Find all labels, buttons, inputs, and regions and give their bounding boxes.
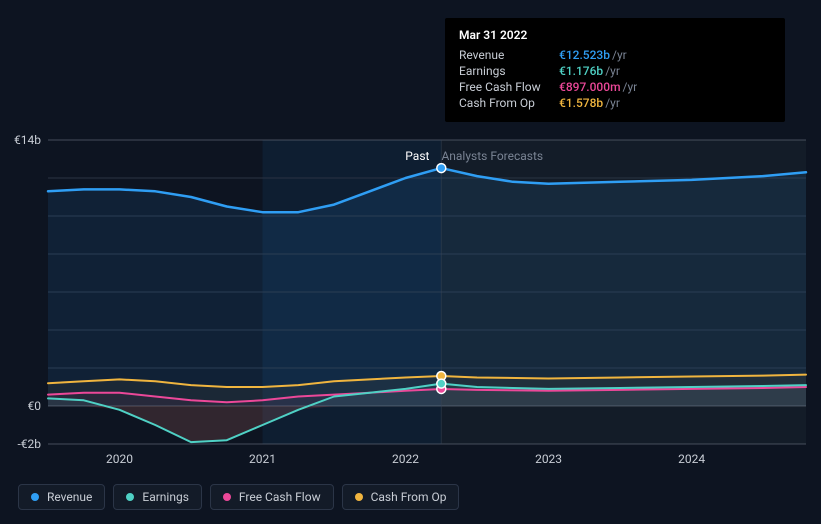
tooltip-row: Revenue€12.523b /yr	[459, 48, 771, 62]
tooltip-date: Mar 31 2022	[459, 28, 771, 42]
split-labels: Past Analysts Forecasts	[405, 149, 543, 163]
x-tick-label: 2023	[535, 452, 562, 466]
chart-tooltip: Mar 31 2022 Revenue€12.523b /yrEarnings€…	[445, 18, 785, 122]
x-tick-label: 2022	[392, 452, 419, 466]
tooltip-row-unit: /yr	[605, 96, 620, 110]
legend-item-cfo[interactable]: Cash From Op	[342, 484, 460, 510]
x-tick-label: 2024	[678, 452, 705, 466]
tooltip-row-label: Cash From Op	[459, 96, 559, 110]
legend-label: Free Cash Flow	[239, 490, 321, 504]
x-tick-label: 2020	[106, 452, 133, 466]
tooltip-row-unit: /yr	[605, 64, 620, 78]
legend-label: Cash From Op	[371, 490, 447, 504]
y-tick-label: €14b	[14, 133, 41, 147]
legend-swatch	[355, 493, 363, 501]
legend-item-revenue[interactable]: Revenue	[18, 484, 105, 510]
tooltip-row-value: €897.000m	[559, 80, 621, 94]
legend: Revenue Earnings Free Cash Flow Cash From O…	[18, 484, 459, 510]
legend-label: Revenue	[47, 490, 92, 504]
tooltip-row-label: Free Cash Flow	[459, 80, 559, 94]
tooltip-row-value: €1.176b	[559, 64, 603, 78]
tooltip-row-label: Earnings	[459, 64, 559, 78]
tooltip-row-unit: /yr	[612, 48, 627, 62]
tooltip-row: Cash From Op€1.578b /yr	[459, 96, 771, 110]
legend-item-fcf[interactable]: Free Cash Flow	[210, 484, 334, 510]
legend-swatch	[223, 493, 231, 501]
label-past: Past	[405, 149, 429, 163]
legend-item-earnings[interactable]: Earnings	[113, 484, 202, 510]
label-forecast: Analysts Forecasts	[441, 149, 543, 163]
tooltip-row-value: €1.578b	[559, 96, 603, 110]
tooltip-row: Free Cash Flow€897.000m /yr	[459, 80, 771, 94]
legend-swatch	[126, 493, 134, 501]
y-tick-label: €0	[28, 399, 42, 413]
x-tick-label: 2021	[249, 452, 276, 466]
tooltip-row-unit: /yr	[623, 80, 638, 94]
y-tick-label: -€2b	[17, 437, 41, 451]
legend-label: Earnings	[142, 490, 189, 504]
legend-swatch	[31, 493, 39, 501]
tooltip-row-label: Revenue	[459, 48, 559, 62]
financials-chart: €14b €0 -€2b 2020 2021 2022 2023 2024 Past Ana…	[0, 0, 821, 524]
tooltip-row: Earnings€1.176b /yr	[459, 64, 771, 78]
tooltip-row-value: €12.523b	[559, 48, 610, 62]
